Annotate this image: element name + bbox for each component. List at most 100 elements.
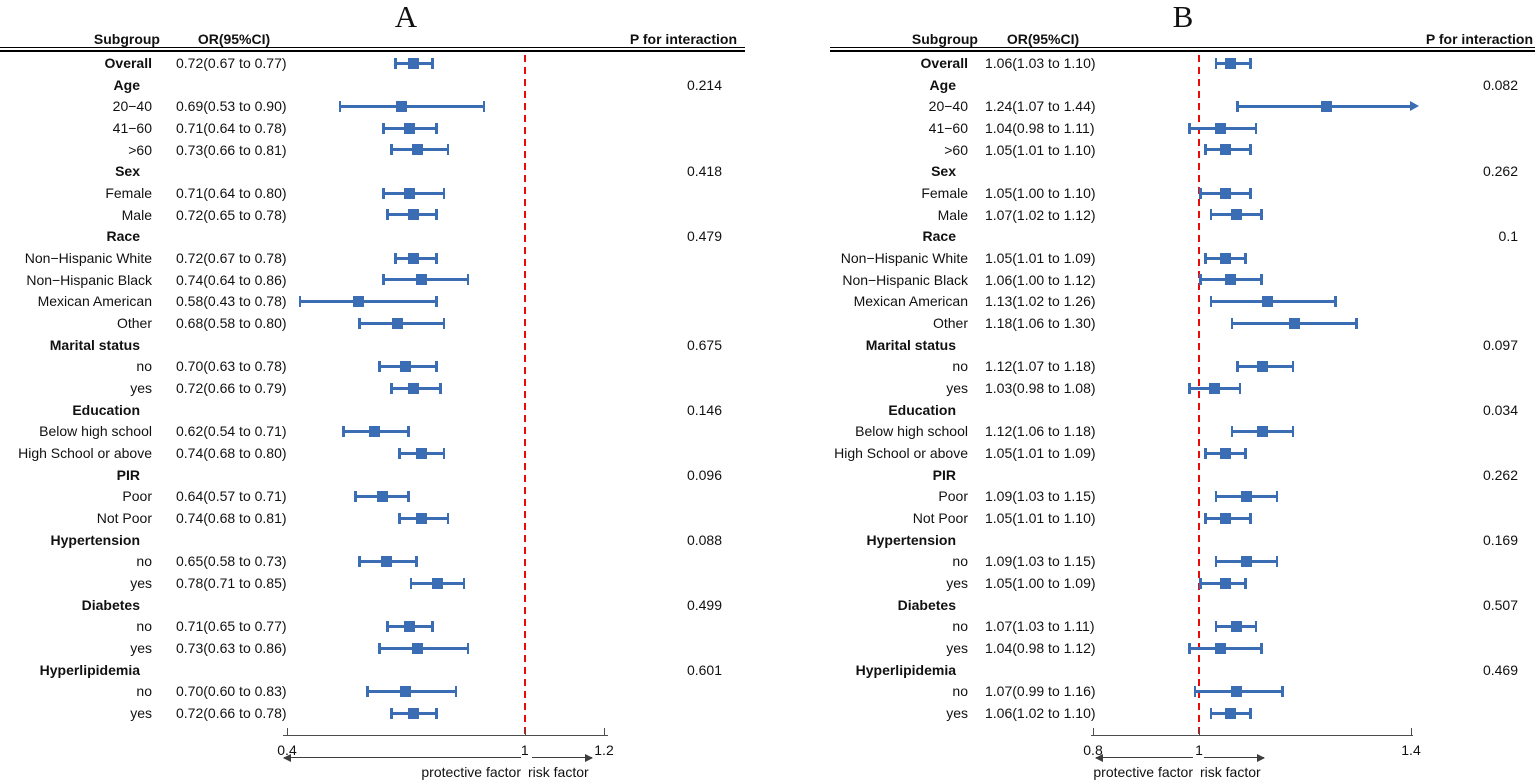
- ci-cap-right: [466, 642, 470, 654]
- point-marker: [1220, 187, 1231, 199]
- ci-cap-right: [1254, 620, 1258, 632]
- p-value: 0.469: [1482, 661, 1518, 678]
- ci-cap-left: [1204, 252, 1207, 264]
- point-marker: [1257, 425, 1269, 437]
- point-marker: [408, 57, 420, 69]
- ci-cap-right: [1249, 57, 1252, 69]
- subgroup-label: Race: [922, 228, 956, 245]
- ci-cap-left: [378, 642, 381, 654]
- subgroup-label: yes: [946, 640, 968, 656]
- risk-factor-label: risk factor: [528, 764, 589, 780]
- or-value: 1.06(1.03 to 1.10): [985, 55, 1096, 71]
- ci-cap-left: [1199, 187, 1202, 199]
- subgroup-label: yes: [946, 575, 968, 591]
- subgroup-label: Sex: [115, 163, 140, 180]
- subgroup-label: Female: [921, 185, 968, 201]
- ci-cap-right: [434, 295, 438, 307]
- point-marker: [1241, 490, 1253, 502]
- ci-cap-left: [382, 274, 385, 286]
- or-value: 1.07(0.99 to 1.16): [985, 683, 1096, 700]
- subgroup-label: 41−60: [928, 120, 968, 136]
- ci-cap-right: [1275, 555, 1279, 567]
- or-value: 1.04(0.98 to 1.12): [985, 640, 1096, 656]
- point-marker: [1220, 512, 1231, 524]
- ci-cap-right: [431, 57, 434, 69]
- or-value: 0.72(0.65 to 0.78): [176, 206, 287, 223]
- or-value: 1.18(1.06 to 1.30): [985, 315, 1096, 331]
- risk-arrow-line: [532, 757, 592, 759]
- point-marker: [1225, 707, 1237, 719]
- ci-cap-left: [397, 512, 401, 524]
- point-marker: [1230, 209, 1242, 221]
- point-marker: [432, 577, 444, 589]
- subgroup-label: Male: [121, 206, 152, 223]
- p-value: 0.418: [686, 163, 722, 180]
- point-marker: [1220, 577, 1231, 589]
- ci-cap-left: [1199, 274, 1202, 286]
- ci-cap-right: [1291, 360, 1295, 372]
- subgroup-label: yes: [130, 705, 152, 721]
- subgroup-label: Marital status: [865, 336, 956, 353]
- ci-cap-right: [431, 620, 434, 632]
- ci-cap-right: [454, 685, 458, 697]
- ci-cap-left: [1214, 620, 1218, 632]
- ci-cap-right: [434, 122, 438, 134]
- ci-cap-right: [434, 252, 438, 264]
- point-marker: [412, 642, 424, 654]
- protective-arrow-line: [1096, 757, 1193, 759]
- subgroup-label: Female: [105, 185, 152, 201]
- or-value: 0.73(0.66 to 0.81): [176, 141, 287, 158]
- point-marker: [408, 252, 420, 264]
- ci-cap-right: [1275, 490, 1279, 502]
- or-value: 1.05(1.01 to 1.09): [985, 250, 1096, 266]
- x-axis: [283, 735, 608, 737]
- x-axis-tick: [1093, 728, 1095, 735]
- ci-cap-right: [407, 425, 410, 437]
- point-marker: [404, 187, 416, 199]
- x-axis-tick: [287, 728, 289, 735]
- or-value: 0.58(0.43 to 0.78): [176, 293, 287, 310]
- point-marker: [1209, 382, 1221, 394]
- ci-bar: [378, 646, 470, 650]
- panel-b-or-header: OR(95%CI): [1006, 31, 1080, 47]
- or-value: 0.70(0.63 to 0.78): [176, 358, 287, 375]
- subgroup-label: Below high school: [855, 423, 968, 440]
- or-value: 1.03(0.98 to 1.08): [985, 380, 1096, 396]
- or-value: 0.74(0.68 to 0.81): [176, 510, 287, 526]
- or-value: 0.65(0.58 to 0.73): [176, 553, 287, 570]
- subgroup-label: >60: [128, 141, 152, 158]
- x-axis-tick-label: 0.4: [277, 742, 297, 758]
- subgroup-label: PIR: [116, 466, 140, 483]
- ci-cap-right: [482, 100, 486, 112]
- subgroup-label: Non−Hispanic Black: [26, 271, 152, 288]
- ci-cap-right: [442, 447, 446, 459]
- ci-cap-right: [438, 382, 442, 394]
- reference-line: [1198, 55, 1200, 735]
- ci-cap-left: [1204, 512, 1207, 524]
- subgroup-label: PIR: [932, 466, 956, 483]
- p-value: 0.034: [1482, 401, 1518, 418]
- point-marker: [380, 555, 392, 567]
- point-marker: [400, 685, 412, 697]
- reference-line: [523, 55, 526, 735]
- ci-cap-left: [382, 187, 385, 199]
- ci-cap-right: [1260, 274, 1263, 286]
- subgroup-label: Hypertension: [50, 531, 140, 548]
- ci-cap-right: [1254, 122, 1258, 134]
- ci-cap-right: [1249, 187, 1252, 199]
- subgroup-label: no: [136, 358, 152, 375]
- ci-cap-right: [434, 707, 438, 719]
- subgroup-label: Poor: [938, 488, 968, 505]
- ci-cap-left: [1199, 577, 1202, 589]
- or-value: 1.12(1.07 to 1.18): [985, 358, 1096, 375]
- ci-cap-left: [1193, 685, 1197, 697]
- protective-arrow-head: [1095, 753, 1103, 762]
- p-value: 0.097: [1482, 336, 1518, 353]
- or-value: 1.13(1.02 to 1.26): [985, 293, 1096, 310]
- p-value: 0.601: [686, 661, 722, 678]
- x-axis-tick-label: 1: [520, 742, 529, 758]
- protective-factor-label: protective factor: [1093, 764, 1193, 780]
- ci-cap-left: [358, 317, 361, 329]
- ci-cap-right: [1249, 144, 1252, 156]
- x-axis-tick: [524, 728, 527, 735]
